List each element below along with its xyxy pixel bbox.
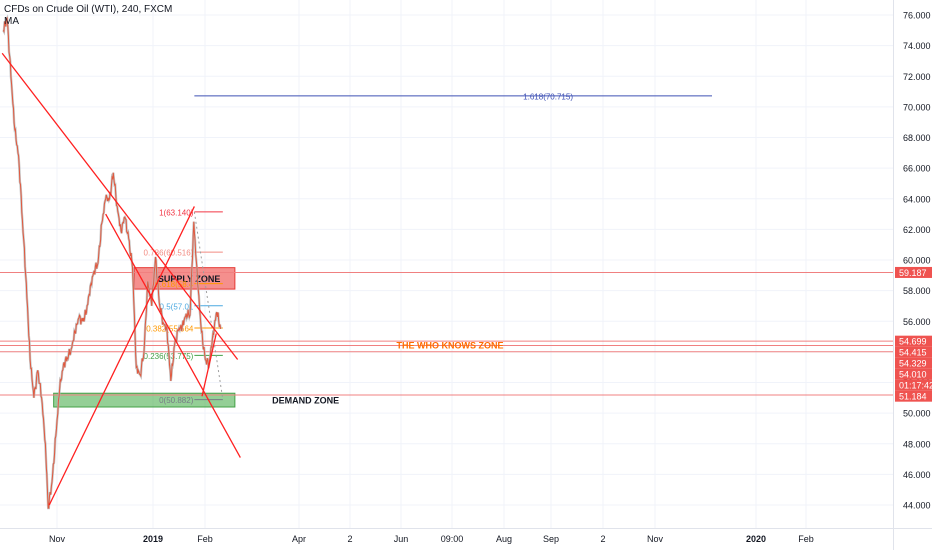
price-line[interactable] [2,16,222,509]
price-axis-tick-label: 70.000 [903,102,931,112]
price-axis-label: 54.329 [899,359,927,369]
price-axis-label-bg [895,379,932,391]
time-axis-tick-label: 2 [600,534,605,544]
fib-level-label: 1.618(70.715) [523,92,573,101]
price-axis-label: 54.010 [899,370,927,380]
supply-zone-label: SUPPLY ZONE [158,274,221,284]
price-axis-tick-label: 68.000 [903,133,931,143]
price-axis-label-bg [895,368,932,380]
trendline[interactable] [48,206,195,506]
trendline[interactable] [1,52,239,360]
price-axis-tick-label: 66.000 [903,164,931,174]
price-axis-label: 59.187 [899,268,927,278]
price-axis-tick-label: 62.000 [903,225,931,235]
time-axis-tick-label: Nov [647,534,664,544]
price-axis-label-bg [895,357,932,369]
time-axis-tick-label: 2019 [143,534,163,544]
time-axis-tick-label: Apr [292,534,306,544]
price-axis-label: 51.184 [899,392,927,402]
price-axis-label: 54.415 [899,348,927,358]
price-axis-label: 01:17:42 [899,381,932,391]
indicator-label[interactable]: MA [4,16,19,27]
price-axis-label: 54.699 [899,337,927,347]
fib-trend-line[interactable] [193,211,224,400]
fib-level-label: 0(50.882) [159,396,194,405]
price-axis-label-bg [895,390,932,402]
price-axis-tick-label: 64.000 [903,194,931,204]
price-axis-tick-label: 50.000 [903,409,931,419]
time-axis-tick-label: Nov [49,534,66,544]
price-axis-label-bg [895,266,932,278]
price-axis-tick-label: 60.000 [903,256,931,266]
time-axis-tick-label: Aug [496,534,512,544]
fib-level-label: 0.786(60.516) [144,249,194,258]
fib-level-label: 0.382(55.564 [146,324,194,333]
price-axis-tick-label: 48.000 [903,439,931,449]
price-axis-tick-label: 44.000 [903,501,931,511]
time-axis-tick-label: Sep [543,534,559,544]
demand-zone-label: DEMAND ZONE [272,396,339,406]
fib-level-label: 0.618(58.4 [155,280,194,289]
price-axis-tick-label: 58.000 [903,286,931,296]
price-axis-tick-label: 46.000 [903,470,931,480]
trendline[interactable] [201,333,217,397]
price-axis-tick-label: 72.000 [903,72,931,82]
time-axis-tick-label: 09:00 [441,534,464,544]
time-axis-tick-label: 2020 [746,534,766,544]
trendline[interactable] [105,213,241,458]
fib-level-label: 1(63.140) [159,208,194,217]
price-axis-label-bg [895,335,932,347]
price-axis-tick-label: 56.000 [903,317,931,327]
fib-level-label: 0.5(57.01 [160,302,194,311]
symbol-title[interactable]: CFDs on Crude Oil (WTI), 240, FXCM [4,4,173,15]
time-axis-tick-label: 2 [347,534,352,544]
price-axis-tick-label: 74.000 [903,41,931,51]
who-knows-zone-label: THE WHO KNOWS ZONE [397,340,504,350]
price-axis-tick-label: 76.000 [903,11,931,21]
price-shadow-line [2,14,222,510]
chart-legend: CFDs on Crude Oil (WTI), 240, FXCM MA [4,4,172,28]
time-axis-tick-label: Jun [394,534,409,544]
time-axis-tick-label: Feb [798,534,814,544]
time-axis-tick-label: Feb [197,534,213,544]
price-axis-label-bg [895,346,932,358]
